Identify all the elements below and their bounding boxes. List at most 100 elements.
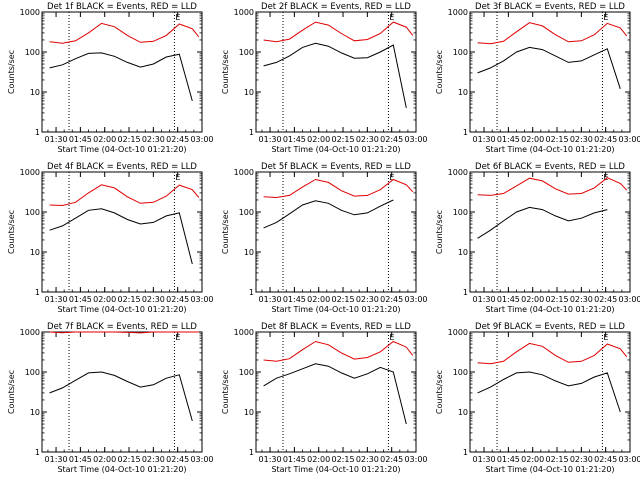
y-tick-label: 1000 xyxy=(234,328,254,337)
panel-title: Det 3f BLACK = Events, RED = LLD xyxy=(475,2,625,12)
events-series-line xyxy=(49,208,193,265)
x-tick-label: 02:15 xyxy=(545,135,568,144)
x-tick-label: 01:30 xyxy=(45,455,68,464)
x-tick-label: 01:45 xyxy=(69,135,92,144)
chart-panel: Det 8f BLACK = Events, RED = LLD 1 10 100 10… xyxy=(221,322,428,474)
y-axis-label: Counts/sec xyxy=(221,210,230,254)
x-tick-label: 02:15 xyxy=(331,455,354,464)
x-tick-label: 02:30 xyxy=(356,295,379,304)
x-tick-label: 01:30 xyxy=(473,135,496,144)
x-axis-label: Start Time (04-Oct-10 01:21:20) xyxy=(485,145,614,154)
x-tick-label: 01:45 xyxy=(497,455,520,464)
x-tick-label: 01:30 xyxy=(473,455,496,464)
chart-panel: Det 3f BLACK = Events, RED = LLD 1 10 100 10… xyxy=(435,2,640,154)
time-marker-label: E xyxy=(603,173,608,182)
lld-series-line xyxy=(49,331,199,334)
x-tick-label: 02:30 xyxy=(570,135,593,144)
y-tick-label: 1 xyxy=(463,448,468,457)
x-tick-label: 03:00 xyxy=(190,455,213,464)
x-tick-label: 02:45 xyxy=(166,455,189,464)
x-tick-label: 01:45 xyxy=(283,295,306,304)
x-tick-label: 02:30 xyxy=(356,455,379,464)
y-axis-label: Counts/sec xyxy=(435,210,444,254)
lld-series-line xyxy=(477,342,628,365)
y-axis-label: Counts/sec xyxy=(221,370,230,414)
y-tick-label: 1000 xyxy=(448,328,468,337)
panel-title: Det 6f BLACK = Events, RED = LLD xyxy=(475,162,625,172)
x-tick-label: 02:00 xyxy=(521,455,544,464)
x-tick-label: 02:45 xyxy=(166,135,189,144)
y-tick-label: 1000 xyxy=(448,8,468,17)
x-tick-label: 01:45 xyxy=(497,295,520,304)
x-axis-label: Start Time (04-Oct-10 01:21:20) xyxy=(485,465,614,474)
panel-title: Det 5f BLACK = Events, RED = LLD xyxy=(261,162,411,172)
x-tick-label: 02:45 xyxy=(166,295,189,304)
x-tick-label: 03:00 xyxy=(190,135,213,144)
x-tick-label: 03:00 xyxy=(404,295,427,304)
x-tick-label: 03:00 xyxy=(618,135,640,144)
x-tick-label: 02:45 xyxy=(380,135,403,144)
x-tick-label: 02:15 xyxy=(545,295,568,304)
y-tick-label: 1000 xyxy=(20,168,40,177)
panel-title: Det 8f BLACK = Events, RED = LLD xyxy=(261,322,411,332)
time-marker-label: E xyxy=(175,13,180,22)
plot-frame xyxy=(469,11,631,133)
x-tick-label: 01:30 xyxy=(45,135,68,144)
y-tick-label: 1 xyxy=(35,448,40,457)
x-axis-label: Start Time (04-Oct-10 01:21:20) xyxy=(57,305,186,314)
y-tick-label: 100 xyxy=(25,48,40,57)
y-tick-label: 1 xyxy=(463,128,468,137)
panel-title: Det 2f BLACK = Events, RED = LLD xyxy=(261,2,411,12)
y-tick-label: 1000 xyxy=(234,8,254,17)
y-axis-label: Counts/sec xyxy=(7,50,16,94)
x-tick-label: 01:45 xyxy=(69,295,92,304)
x-tick-label: 02:15 xyxy=(331,295,354,304)
events-series-line xyxy=(263,363,407,425)
y-tick-label: 100 xyxy=(239,368,254,377)
y-tick-label: 1 xyxy=(249,448,254,457)
events-series-line xyxy=(263,42,407,109)
x-tick-label: 01:30 xyxy=(259,295,282,304)
y-tick-label: 100 xyxy=(239,48,254,57)
chart-panel: Det 7f BLACK = Events, RED = LLD 1 10 100 10… xyxy=(7,322,214,474)
x-tick-label: 02:30 xyxy=(142,135,165,144)
x-tick-label: 02:30 xyxy=(570,295,593,304)
y-tick-label: 10 xyxy=(30,408,40,417)
y-tick-label: 1000 xyxy=(20,328,40,337)
chart-panel: Det 6f BLACK = Events, RED = LLD 1 10 100 10… xyxy=(435,162,640,314)
plot-frame xyxy=(469,171,631,293)
y-tick-label: 10 xyxy=(30,248,40,257)
y-tick-label: 100 xyxy=(453,208,468,217)
x-axis-label: Start Time (04-Oct-10 01:21:20) xyxy=(57,145,186,154)
plot-frame xyxy=(41,331,203,453)
lld-series-line xyxy=(263,340,414,362)
y-tick-label: 10 xyxy=(458,88,468,97)
y-tick-label: 10 xyxy=(458,408,468,417)
x-tick-label: 01:45 xyxy=(497,135,520,144)
y-tick-label: 1000 xyxy=(234,168,254,177)
events-series-line xyxy=(49,371,193,422)
y-tick-label: 100 xyxy=(453,368,468,377)
y-tick-label: 10 xyxy=(244,408,254,417)
x-axis-label: Start Time (04-Oct-10 01:21:20) xyxy=(57,465,186,474)
y-axis-label: Counts/sec xyxy=(435,370,444,414)
x-tick-label: 01:45 xyxy=(69,455,92,464)
y-tick-label: 100 xyxy=(25,208,40,217)
chart-panel: Det 5f BLACK = Events, RED = LLD 1 10 100 10… xyxy=(221,162,428,314)
x-tick-label: 02:00 xyxy=(93,295,116,304)
time-marker-label: E xyxy=(603,13,608,22)
lld-series-line xyxy=(49,22,200,44)
events-series-line xyxy=(477,206,608,239)
time-marker-label: E xyxy=(175,173,180,182)
lld-series-line xyxy=(477,22,628,45)
plot-frame xyxy=(255,171,417,293)
y-tick-label: 1 xyxy=(463,288,468,297)
x-tick-label: 03:00 xyxy=(190,295,213,304)
x-tick-label: 03:00 xyxy=(404,135,427,144)
x-tick-label: 01:30 xyxy=(45,295,68,304)
x-tick-label: 03:00 xyxy=(618,295,640,304)
y-tick-label: 1000 xyxy=(448,168,468,177)
x-axis-label: Start Time (04-Oct-10 01:21:20) xyxy=(271,145,400,154)
x-tick-label: 02:00 xyxy=(307,455,330,464)
